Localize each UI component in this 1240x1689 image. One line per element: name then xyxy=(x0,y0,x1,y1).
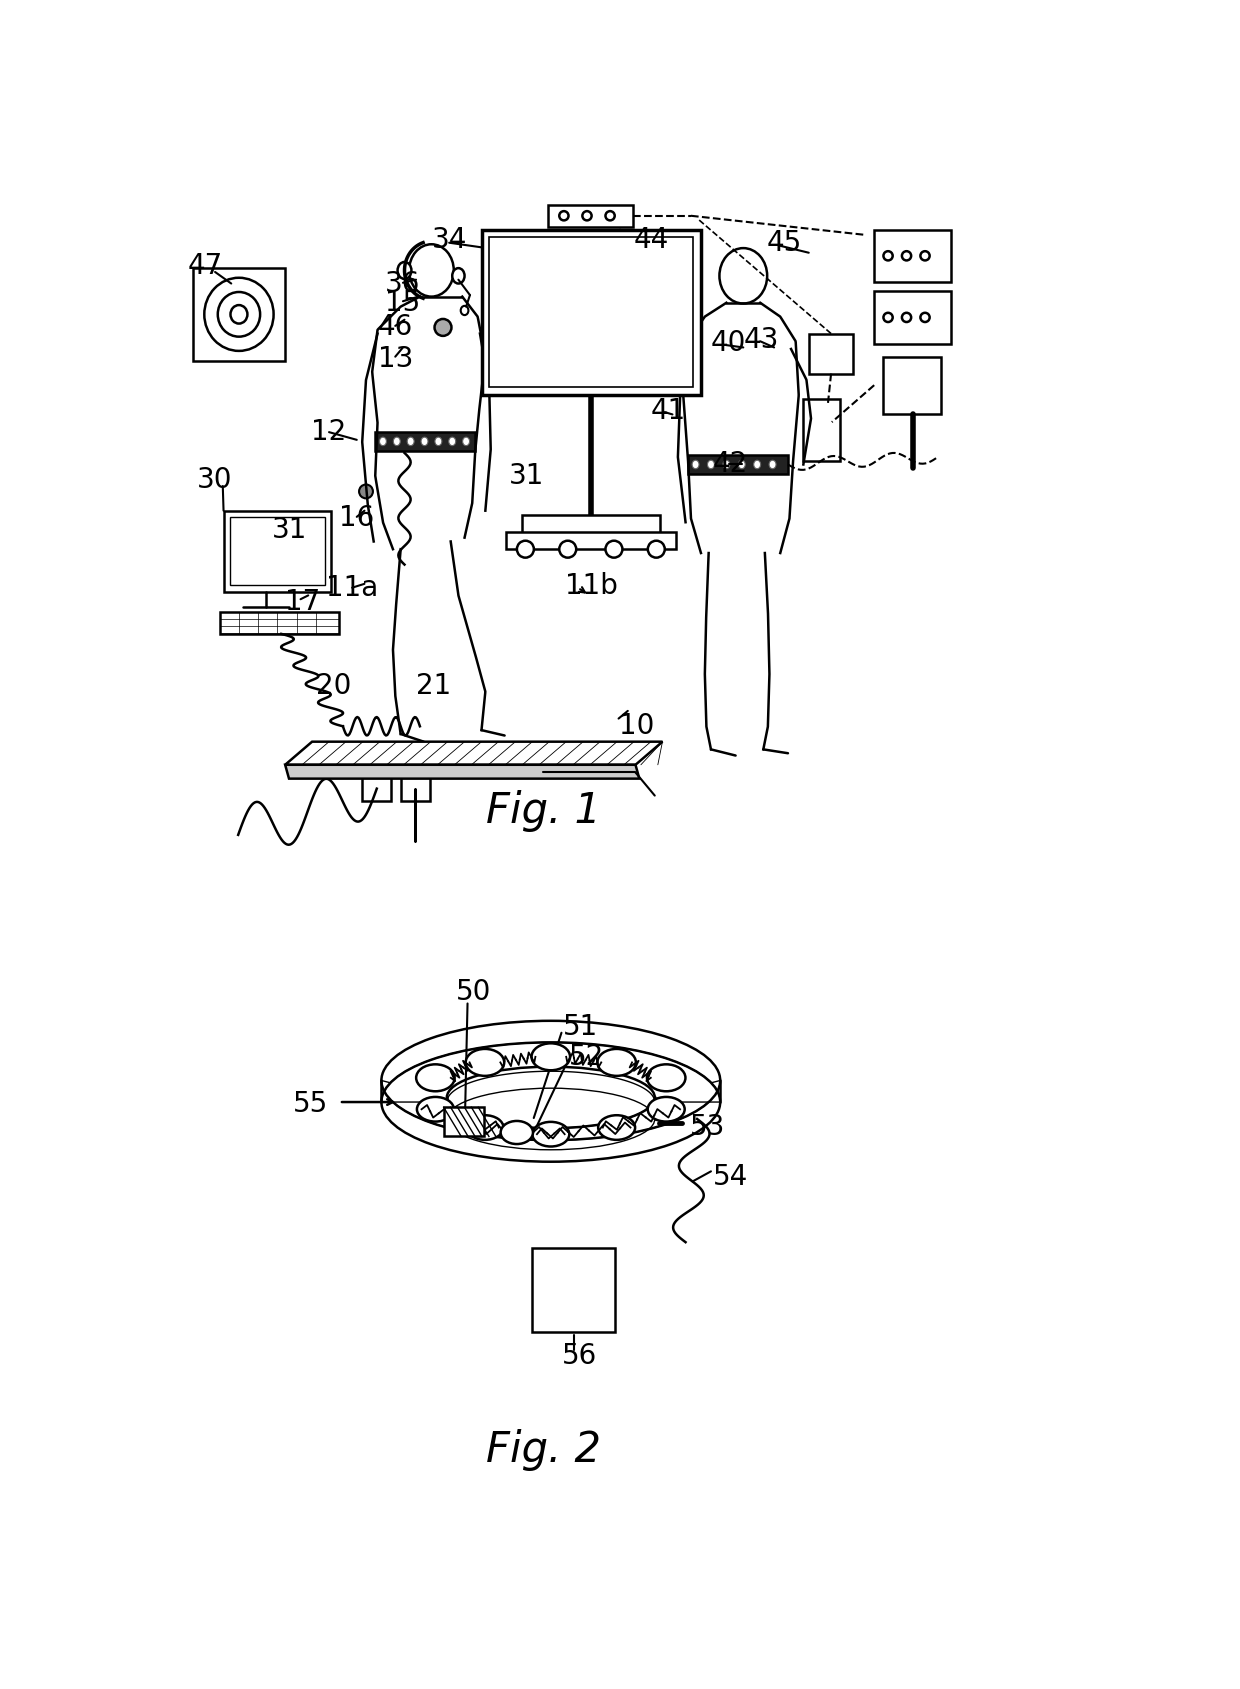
Polygon shape xyxy=(382,1042,720,1101)
Bar xyxy=(481,230,701,395)
Ellipse shape xyxy=(422,437,428,446)
Polygon shape xyxy=(285,765,640,779)
Ellipse shape xyxy=(463,437,470,446)
Ellipse shape xyxy=(738,459,745,470)
Text: 11a: 11a xyxy=(326,574,378,601)
Bar xyxy=(229,517,325,586)
Text: 40: 40 xyxy=(711,329,746,356)
Ellipse shape xyxy=(754,459,760,470)
Ellipse shape xyxy=(723,459,730,470)
Ellipse shape xyxy=(517,540,534,557)
Bar xyxy=(874,230,951,282)
Text: 17: 17 xyxy=(285,588,320,615)
Ellipse shape xyxy=(434,319,451,336)
Text: 43: 43 xyxy=(743,326,779,353)
Text: 45: 45 xyxy=(766,228,801,257)
Bar xyxy=(883,356,941,414)
Bar xyxy=(688,456,787,473)
Text: Fig. 2: Fig. 2 xyxy=(486,1429,600,1471)
Text: 36: 36 xyxy=(386,270,420,297)
Text: 12: 12 xyxy=(310,419,346,446)
Ellipse shape xyxy=(605,540,622,557)
Ellipse shape xyxy=(466,1115,503,1140)
Ellipse shape xyxy=(559,540,577,557)
Text: 44: 44 xyxy=(634,226,670,253)
Ellipse shape xyxy=(417,1064,455,1091)
Bar xyxy=(223,510,331,591)
Text: 50: 50 xyxy=(456,978,491,1007)
Ellipse shape xyxy=(417,1096,454,1121)
Ellipse shape xyxy=(532,1044,570,1071)
Text: 56: 56 xyxy=(563,1343,598,1370)
Polygon shape xyxy=(382,1081,720,1140)
Ellipse shape xyxy=(501,1121,533,1143)
Ellipse shape xyxy=(598,1049,636,1076)
Bar xyxy=(808,334,853,373)
Text: 47: 47 xyxy=(187,252,223,280)
Ellipse shape xyxy=(409,245,454,297)
Ellipse shape xyxy=(532,1121,569,1147)
Polygon shape xyxy=(285,741,662,765)
Ellipse shape xyxy=(393,437,401,446)
Ellipse shape xyxy=(647,1064,686,1091)
Text: 15: 15 xyxy=(386,289,420,318)
Bar xyxy=(444,1108,484,1137)
Ellipse shape xyxy=(453,269,465,284)
Ellipse shape xyxy=(407,437,414,446)
Text: 34: 34 xyxy=(432,226,466,253)
Ellipse shape xyxy=(435,437,441,446)
Text: 21: 21 xyxy=(417,672,451,701)
Text: 31: 31 xyxy=(272,515,308,544)
Text: 16: 16 xyxy=(339,505,374,532)
Text: 53: 53 xyxy=(689,1113,724,1140)
Bar xyxy=(532,1248,615,1331)
Ellipse shape xyxy=(461,306,469,316)
Text: 13: 13 xyxy=(377,345,413,373)
Ellipse shape xyxy=(708,459,714,470)
Text: 46: 46 xyxy=(377,314,413,341)
Bar xyxy=(192,269,285,360)
Text: 11b: 11b xyxy=(564,573,618,600)
Text: 20: 20 xyxy=(316,672,351,701)
Ellipse shape xyxy=(379,437,387,446)
Ellipse shape xyxy=(598,1115,635,1140)
Bar xyxy=(548,204,634,226)
Text: 42: 42 xyxy=(713,451,748,478)
Ellipse shape xyxy=(398,262,412,279)
Ellipse shape xyxy=(719,248,768,304)
Ellipse shape xyxy=(449,437,456,446)
Text: 10: 10 xyxy=(619,713,653,740)
Ellipse shape xyxy=(360,485,373,498)
Bar xyxy=(219,613,339,633)
Bar xyxy=(506,532,676,549)
Text: 41: 41 xyxy=(651,397,686,424)
Text: 51: 51 xyxy=(563,1013,598,1040)
Bar xyxy=(362,777,392,801)
Ellipse shape xyxy=(647,1096,684,1121)
Bar xyxy=(376,432,475,451)
Ellipse shape xyxy=(769,459,776,470)
Bar xyxy=(874,291,951,343)
Ellipse shape xyxy=(466,1049,505,1076)
Bar xyxy=(522,515,660,535)
Bar xyxy=(804,399,841,461)
Text: 55: 55 xyxy=(293,1089,329,1118)
Text: Fig. 1: Fig. 1 xyxy=(486,790,600,833)
Text: 54: 54 xyxy=(713,1162,748,1191)
Text: 52: 52 xyxy=(569,1044,604,1071)
Bar xyxy=(490,238,693,387)
Bar xyxy=(401,777,430,801)
Ellipse shape xyxy=(647,540,665,557)
Ellipse shape xyxy=(692,459,699,470)
Text: 31: 31 xyxy=(508,463,544,490)
Text: 30: 30 xyxy=(197,466,232,493)
